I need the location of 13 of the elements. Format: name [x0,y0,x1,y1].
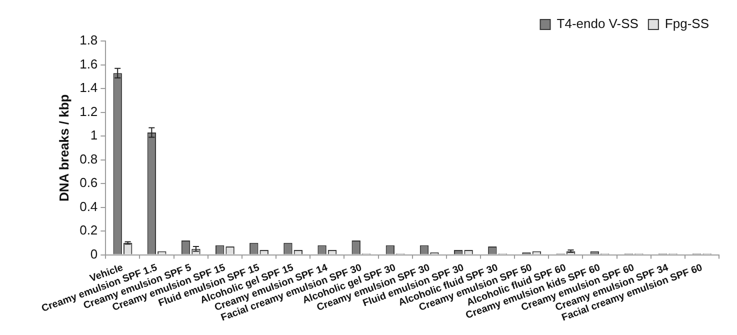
y-axis-title: DNA breaks / kbp [56,94,72,202]
legend-label: T4-endo V-SS [556,16,639,32]
y-tick-label: 0.2 [80,222,98,238]
y-tick-label: 1.6 [80,56,98,72]
y-tick-label: 1.2 [80,104,98,119]
y-tick-label: 1.4 [80,80,98,96]
y-tick-label: 1 [90,128,98,143]
y-tick-label: 0.4 [80,198,98,214]
y-tick-label: 0.8 [80,151,98,166]
y-tick-label: 1.8 [80,32,98,48]
y-tick-label: 0 [90,246,98,262]
y-tick-label: 0.6 [80,175,98,190]
legend-label: Fpg-SS [664,16,710,32]
